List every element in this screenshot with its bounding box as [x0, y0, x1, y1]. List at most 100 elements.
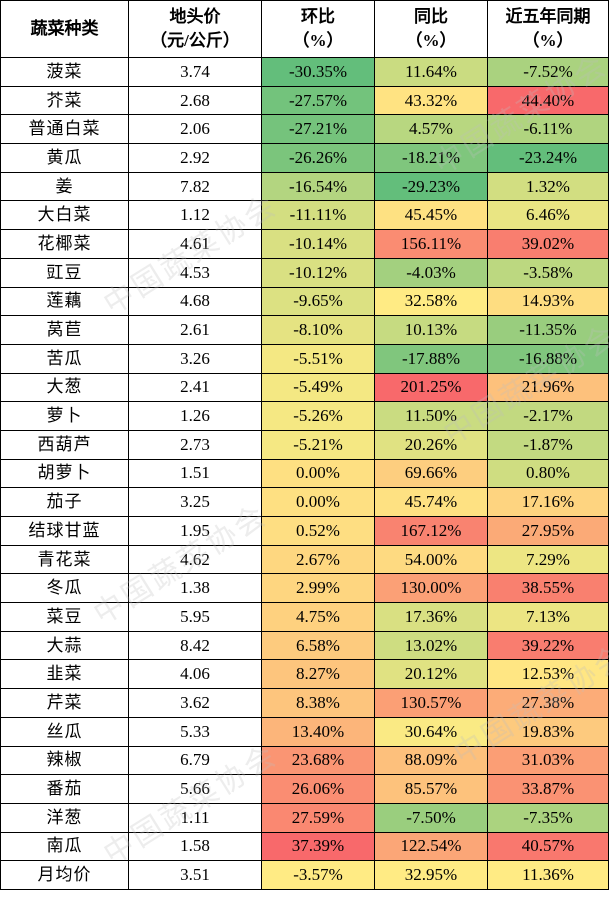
cell-yoy: 201.25% [374, 372, 488, 403]
table-row: 苦瓜 3.26 -5.51% -17.88% -16.88% [0, 343, 609, 374]
cell-farm-price: 3.62 [128, 688, 262, 718]
cell-farm-price: 1.95 [128, 516, 262, 546]
cell-mom: -5.26% [261, 401, 375, 431]
cell-yoy: 130.00% [374, 573, 488, 604]
cell-yoy: 20.12% [374, 659, 488, 690]
cell-farm-price: 3.26 [128, 343, 262, 374]
table-row: 菠菜 3.74 -30.35% 11.64% -7.52% [0, 57, 609, 87]
cell-farm-price: 7.82 [128, 171, 262, 202]
cell-vegetable-name: 南瓜 [0, 831, 129, 862]
cell-mom: 2.99% [261, 573, 375, 604]
cell-five-year: 0.80% [487, 458, 609, 489]
header-yoy-label: 同比 [414, 7, 448, 26]
cell-mom: -5.21% [261, 429, 375, 460]
cell-vegetable-name: 菜豆 [0, 602, 129, 632]
table-row: 菜豆 5.95 4.75% 17.36% 7.13% [0, 602, 609, 632]
header-five-year: 近五年同期 （%） [487, 0, 609, 58]
header-yoy: 同比 （%） [374, 0, 488, 58]
cell-mom: -27.57% [261, 85, 375, 116]
cell-vegetable-name: 青花菜 [0, 544, 129, 575]
cell-farm-price: 8.42 [128, 630, 262, 661]
cell-farm-price: 3.74 [128, 57, 262, 87]
cell-farm-price: 2.92 [128, 143, 262, 173]
cell-five-year: 44.40% [487, 85, 609, 116]
cell-five-year: 21.96% [487, 372, 609, 403]
cell-mom: -30.35% [261, 57, 375, 87]
cell-vegetable-name: 月均价 [0, 860, 129, 890]
cell-five-year: -11.35% [487, 315, 609, 345]
cell-five-year: 17.16% [487, 487, 609, 517]
cell-five-year: -7.35% [487, 802, 609, 833]
cell-vegetable-name: 胡萝卜 [0, 458, 129, 489]
cell-yoy: 88.09% [374, 745, 488, 776]
table-row: 辣椒 6.79 23.68% 88.09% 31.03% [0, 745, 609, 776]
cell-farm-price: 4.68 [128, 286, 262, 317]
cell-vegetable-name: 苦瓜 [0, 343, 129, 374]
cell-farm-price: 3.25 [128, 487, 262, 517]
cell-yoy: 20.26% [374, 429, 488, 460]
cell-yoy: 54.00% [374, 544, 488, 575]
cell-yoy: 69.66% [374, 458, 488, 489]
cell-mom: -9.65% [261, 286, 375, 317]
cell-vegetable-name: 丝瓜 [0, 716, 129, 747]
cell-vegetable-name: 韭菜 [0, 659, 129, 690]
header-farm-price-unit: （元/公斤） [150, 31, 240, 50]
cell-yoy: 85.57% [374, 774, 488, 804]
cell-five-year: 14.93% [487, 286, 609, 317]
cell-five-year: 1.32% [487, 171, 609, 202]
cell-yoy: 156.11% [374, 229, 488, 259]
cell-vegetable-name: 洋葱 [0, 802, 129, 833]
cell-mom: -26.26% [261, 143, 375, 173]
cell-mom: -10.14% [261, 229, 375, 259]
cell-farm-price: 1.58 [128, 831, 262, 862]
cell-five-year: -2.17% [487, 401, 609, 431]
table-row: 莲藕 4.68 -9.65% 32.58% 14.93% [0, 286, 609, 317]
cell-mom: 6.58% [261, 630, 375, 661]
cell-farm-price: 1.38 [128, 573, 262, 604]
cell-vegetable-name: 大白菜 [0, 200, 129, 231]
cell-mom: -10.12% [261, 257, 375, 288]
cell-mom: 8.27% [261, 659, 375, 690]
table-row: 芹菜 3.62 8.38% 130.57% 27.38% [0, 688, 609, 718]
cell-vegetable-name: 萝卜 [0, 401, 129, 431]
cell-vegetable-name: 莴苣 [0, 315, 129, 345]
cell-five-year: 40.57% [487, 831, 609, 862]
cell-vegetable-name: 大葱 [0, 372, 129, 403]
cell-mom: 26.06% [261, 774, 375, 804]
table-row: 萝卜 1.26 -5.26% 11.50% -2.17% [0, 401, 609, 431]
table-row: 芥菜 2.68 -27.57% 43.32% 44.40% [0, 85, 609, 116]
cell-mom: 2.67% [261, 544, 375, 575]
header-mom-label: 环比 [301, 7, 335, 26]
cell-mom: 0.52% [261, 516, 375, 546]
cell-yoy: 17.36% [374, 602, 488, 632]
table-body: 菠菜 3.74 -30.35% 11.64% -7.52% 芥菜 2.68 -27.57% 43… [0, 57, 609, 890]
cell-vegetable-name: 芹菜 [0, 688, 129, 718]
cell-mom: -3.57% [261, 860, 375, 890]
cell-mom: -27.21% [261, 114, 375, 145]
cell-vegetable-name: 结球甘蓝 [0, 516, 129, 546]
cell-mom: -5.49% [261, 372, 375, 403]
table-row: 青花菜 4.62 2.67% 54.00% 7.29% [0, 544, 609, 575]
cell-five-year: 33.87% [487, 774, 609, 804]
cell-farm-price: 4.61 [128, 229, 262, 259]
header-vegetable-type-label: 蔬菜种类 [30, 19, 99, 38]
header-mom-unit: （%） [292, 31, 344, 50]
header-farm-price: 地头价 （元/公斤） [128, 0, 262, 58]
table-row: 姜 7.82 -16.54% -29.23% 1.32% [0, 171, 609, 202]
header-five-year-unit: （%） [522, 31, 574, 50]
cell-five-year: -3.58% [487, 257, 609, 288]
cell-farm-price: 5.66 [128, 774, 262, 804]
table-row: 大蒜 8.42 6.58% 13.02% 39.22% [0, 630, 609, 661]
cell-mom: 8.38% [261, 688, 375, 718]
cell-farm-price: 2.61 [128, 315, 262, 345]
cell-vegetable-name: 冬瓜 [0, 573, 129, 604]
cell-vegetable-name: 西葫芦 [0, 429, 129, 460]
cell-farm-price: 5.33 [128, 716, 262, 747]
cell-five-year: -1.87% [487, 429, 609, 460]
cell-farm-price: 2.68 [128, 85, 262, 116]
cell-vegetable-name: 花椰菜 [0, 229, 129, 259]
table-row: 韭菜 4.06 8.27% 20.12% 12.53% [0, 659, 609, 690]
cell-mom: 37.39% [261, 831, 375, 862]
cell-yoy: 32.58% [374, 286, 488, 317]
